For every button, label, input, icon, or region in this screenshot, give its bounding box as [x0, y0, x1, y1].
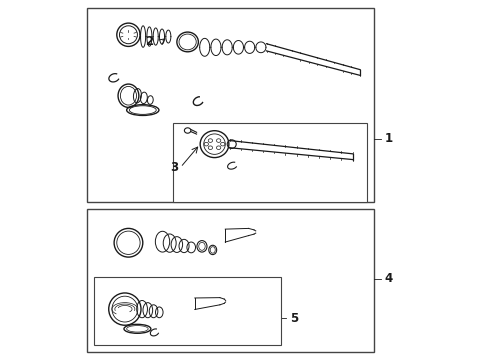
- Text: 1: 1: [385, 132, 393, 145]
- Bar: [173, 123, 367, 202]
- Text: 5: 5: [290, 311, 298, 325]
- Bar: [87, 209, 374, 352]
- Text: 4: 4: [385, 272, 393, 285]
- Bar: [95, 277, 281, 345]
- Bar: [87, 8, 374, 202]
- Text: 3: 3: [171, 161, 179, 174]
- Text: 2: 2: [146, 35, 153, 49]
